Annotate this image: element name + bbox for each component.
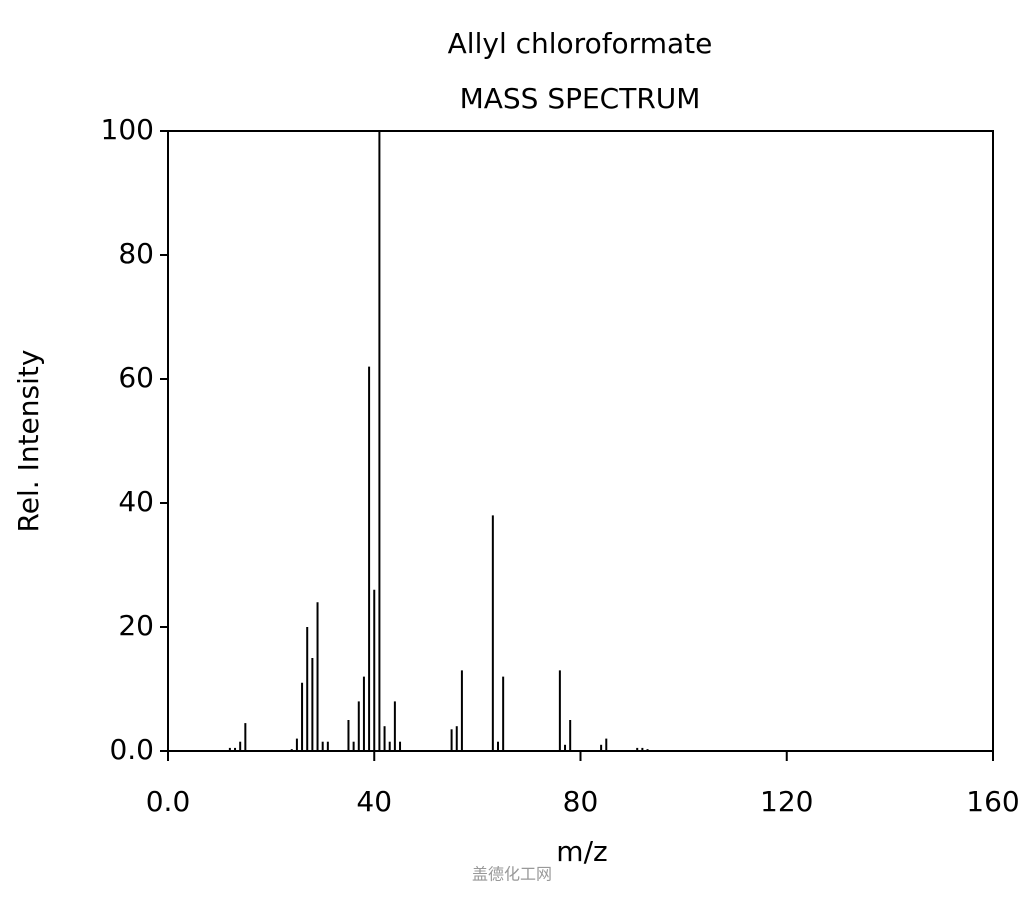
watermark: 盖德化工网 (472, 865, 552, 884)
x-tick-label: 80 (563, 785, 599, 818)
x-axis-label: m/z (556, 835, 607, 868)
y-tick-label: 40 (118, 485, 154, 518)
plot-frame (167, 130, 994, 752)
x-tick-label: 120 (760, 785, 813, 818)
chart-title: Allyl chloroformate (448, 27, 713, 60)
y-tick-label: 0.0 (109, 733, 154, 766)
x-tick-label: 160 (966, 785, 1019, 818)
x-tick-label: 0.0 (146, 785, 191, 818)
y-tick-label: 60 (118, 361, 154, 394)
y-tick-label: 80 (118, 237, 154, 270)
x-tick-label: 40 (356, 785, 392, 818)
chart-subtitle: MASS SPECTRUM (460, 82, 701, 115)
y-tick-label: 20 (118, 609, 154, 642)
y-axis-label: Rel. Intensity (12, 350, 45, 533)
y-tick-label: 100 (101, 113, 154, 146)
